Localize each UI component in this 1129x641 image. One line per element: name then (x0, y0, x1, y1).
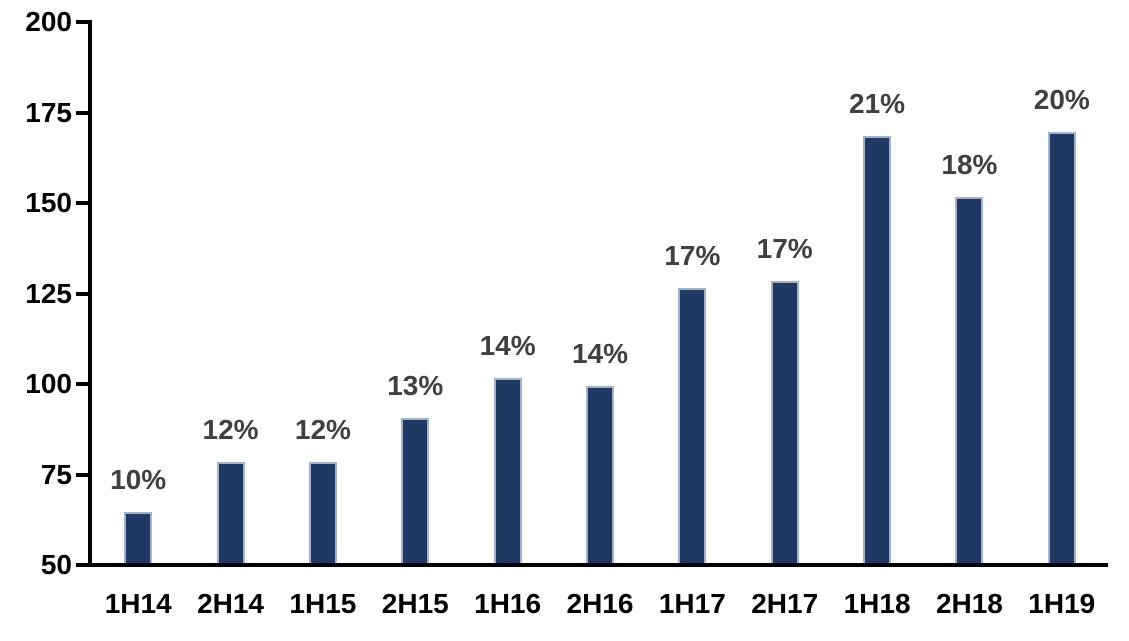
y-tick-label: 100 (25, 368, 72, 399)
bar-value-label: 18% (941, 149, 998, 180)
bar-group: 12% (277, 0, 369, 563)
bar (863, 136, 892, 563)
x-axis-line (88, 563, 1108, 567)
bar-group: 20% (1016, 0, 1108, 563)
plot-area: 10% 12% 12% 13% 14% 14% 17% 17% (92, 0, 1108, 563)
y-tick-label: 175 (25, 96, 72, 128)
x-axis-label: 2H17 (751, 588, 819, 619)
y-tick-label: 125 (25, 277, 72, 309)
bar-group: 18% (923, 0, 1015, 563)
bar-value-label: 21% (849, 88, 906, 119)
bar-group: 14% (554, 0, 646, 563)
bar-value-label: 20% (1033, 84, 1090, 115)
y-tick-label: 150 (25, 187, 72, 218)
bar (493, 378, 522, 563)
x-axis-label: 1H16 (474, 588, 542, 619)
bar (216, 462, 245, 563)
y-tick-mark (76, 201, 88, 205)
bar-value-label: 10% (110, 464, 167, 495)
y-tick-mark (76, 382, 88, 386)
x-axis-label: 1H14 (104, 588, 172, 619)
y-axis-line (88, 20, 92, 567)
bar-group: 21% (831, 0, 923, 563)
x-axis-label: 1H18 (843, 588, 911, 619)
y-tick-mark (76, 20, 88, 24)
x-axis-label: 2H16 (566, 588, 634, 619)
x-axis: 1H14 2H14 1H15 2H15 1H16 2H16 1H17 2H17 … (92, 588, 1108, 620)
bar-value-label: 12% (294, 414, 351, 445)
y-tick-mark (76, 110, 88, 115)
bar (678, 288, 707, 563)
bar-group: 13% (369, 0, 461, 563)
y-tick-label: 50 (40, 549, 72, 580)
x-axis-label: 1H17 (658, 588, 726, 619)
bar (585, 386, 614, 563)
bar-group: 17% (739, 0, 831, 563)
y-tick-label: 200 (25, 6, 72, 37)
bar (955, 197, 984, 563)
x-axis-label: 1H15 (289, 588, 357, 619)
x-axis-label: 2H14 (197, 588, 264, 619)
bar-group: 10% (92, 0, 184, 563)
bar-value-label: 13% (387, 370, 444, 401)
x-axis-label: 2H18 (935, 588, 1003, 619)
y-tick-mark (76, 291, 88, 296)
y-tick-mark (76, 472, 88, 477)
bar-value-label: 17% (664, 240, 721, 271)
bar-group: 14% (461, 0, 553, 563)
x-axis-label: 1H19 (1028, 588, 1096, 619)
bar (124, 512, 153, 563)
bar (1047, 132, 1076, 563)
bar-value-label: 12% (202, 414, 259, 445)
y-tick-label: 75 (40, 458, 72, 490)
bar-group: 12% (184, 0, 276, 563)
bar (770, 281, 799, 563)
y-tick-mark (76, 563, 88, 567)
bar (401, 418, 430, 563)
bar (308, 462, 337, 563)
bar-group: 17% (646, 0, 738, 563)
x-axis-label: 2H15 (381, 588, 449, 619)
bar-value-label: 14% (571, 338, 628, 369)
bar-value-label: 14% (479, 330, 536, 361)
bar-value-label: 17% (756, 233, 813, 264)
